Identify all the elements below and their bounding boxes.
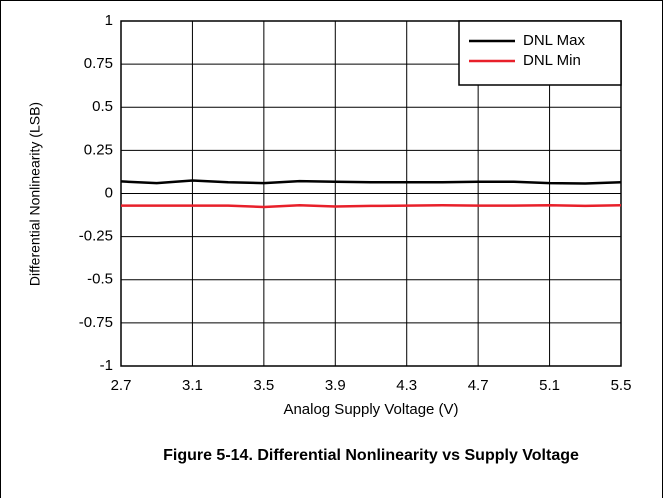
y-tick-label: -1 (100, 357, 113, 374)
y-tick-label: 0.5 (92, 98, 113, 115)
plot-frame (120, 20, 622, 367)
y-axis-label: Differential Nonlinearity (LSB) (27, 102, 43, 286)
y-tick-label: 0.25 (84, 141, 113, 158)
y-tick-label: -0.25 (79, 228, 113, 245)
x-tick-label: 4.3 (396, 377, 417, 394)
data-line (120, 179, 622, 185)
x-tick-label: 3.5 (253, 377, 274, 394)
legend-label: DNL Max (523, 32, 585, 49)
x-tick-label: 3.1 (182, 377, 203, 394)
y-tick-label: 1 (105, 12, 113, 29)
chart-title: Figure 5-14. Differential Nonlinearity v… (163, 447, 579, 464)
legend-box (458, 20, 622, 86)
y-tick-label: -0.75 (79, 314, 113, 331)
data-line (121, 203, 622, 209)
legend-label: DNL Min (523, 52, 581, 69)
x-tick-label: 5.1 (539, 377, 560, 394)
x-tick-label: 2.7 (111, 377, 132, 394)
y-tick-label: 0.75 (84, 55, 113, 72)
x-tick-label: 4.7 (468, 377, 489, 394)
x-tick-label: 5.5 (611, 377, 632, 394)
x-axis-label: Analog Supply Voltage (V) (283, 401, 458, 418)
x-tick-label: 3.9 (325, 377, 346, 394)
y-tick-label: 0 (105, 184, 113, 201)
y-tick-label: -0.5 (87, 271, 113, 288)
